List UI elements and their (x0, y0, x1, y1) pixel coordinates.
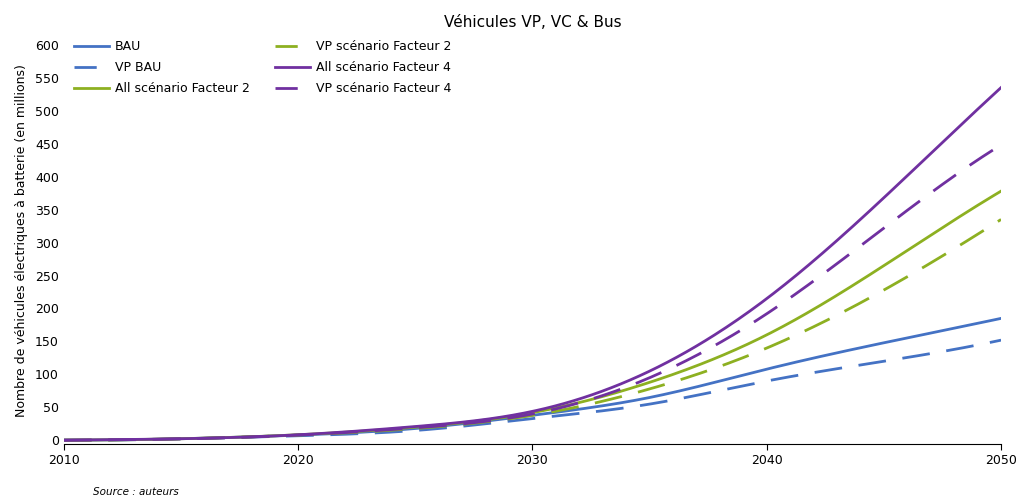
Title: Véhicules VP, VC & Bus: Véhicules VP, VC & Bus (444, 15, 621, 30)
Text: Source : auteurs: Source : auteurs (93, 487, 179, 497)
Y-axis label: Nombre de véhicules électriques à batterie (en millions): Nombre de véhicules électriques à batter… (15, 65, 28, 417)
Legend: BAU, VP BAU, All scénario Facteur 2, VP scénario Facteur 2, All scénario Facteur: BAU, VP BAU, All scénario Facteur 2, VP … (70, 36, 455, 99)
